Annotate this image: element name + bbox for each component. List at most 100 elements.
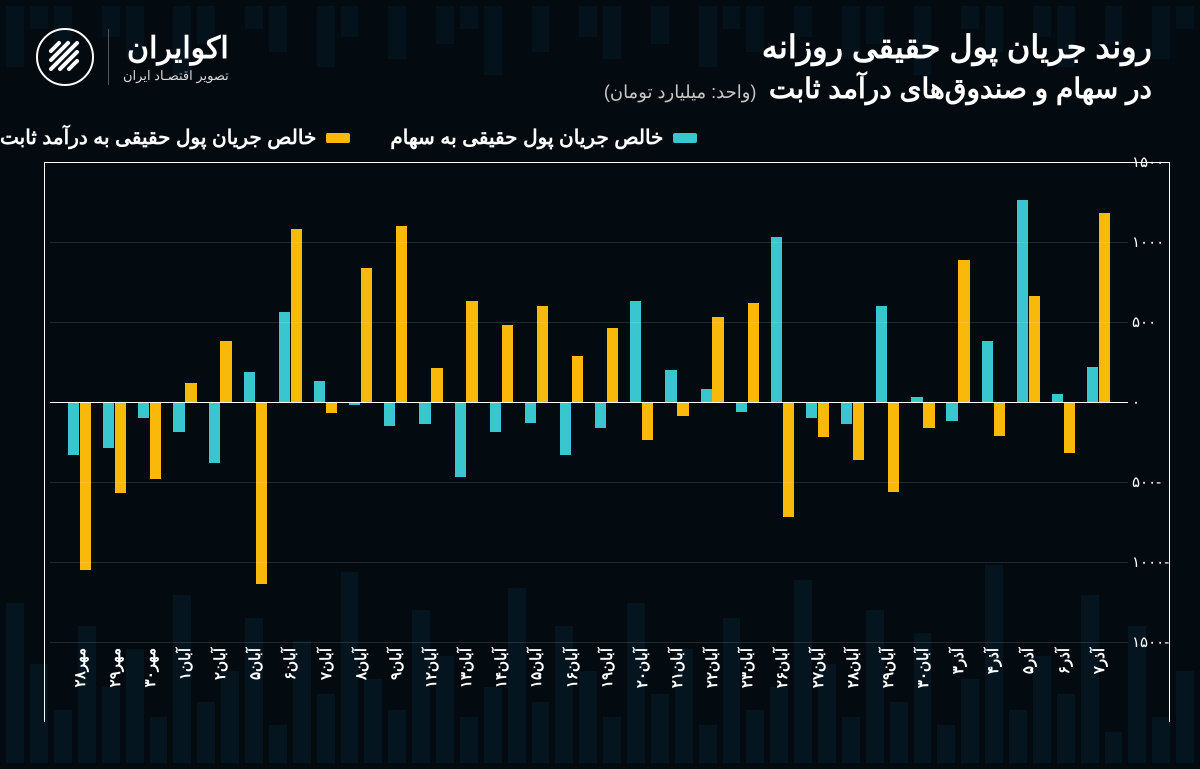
bar-a <box>525 402 536 423</box>
x-axis-labels: مهر۲۸مهر۲۹مهر۳۰آبان۱آبان۲آبان۵آبان۶آبان۷… <box>62 644 1116 722</box>
brand-tagline: تصویر اقتصـاد ایران <box>123 68 229 84</box>
x-tick-label: آبان۵ <box>238 644 273 722</box>
bar-a <box>173 402 184 432</box>
x-tick-label: آذر۷ <box>1081 644 1116 722</box>
bar-a <box>314 381 325 402</box>
gridline <box>50 242 1128 243</box>
bar-b <box>923 402 934 428</box>
gridline <box>50 562 1128 563</box>
bar-a <box>1017 200 1028 402</box>
x-tick-label: آبان۱۳ <box>449 644 484 722</box>
bar-b <box>783 402 794 517</box>
bar-b <box>607 328 618 402</box>
bar-a <box>946 402 957 421</box>
x-tick-label: آبان۸ <box>343 644 378 722</box>
bar-b <box>642 402 653 440</box>
x-tick-label: آبان۲۳ <box>730 644 765 722</box>
bar-b <box>1064 402 1075 453</box>
x-tick-label: آبان۶ <box>273 644 308 722</box>
legend-swatch-b <box>326 133 350 143</box>
x-tick-label: آبان۳۰ <box>905 644 940 722</box>
bar-b <box>818 402 829 437</box>
header: روند جریان پول حقیقی روزانه در سهام و صن… <box>0 0 1200 117</box>
bar-b <box>537 306 548 402</box>
bar-b <box>466 301 477 402</box>
x-tick-label: آبان۱ <box>167 644 202 722</box>
y-tick-label: ۱۵۰۰- <box>1132 633 1168 651</box>
bar-b <box>572 356 583 402</box>
title-line-2: در سهام و صندوق‌های درآمد ثابت <box>769 73 1152 104</box>
brand-name: اکوایران <box>123 31 229 66</box>
bar-a <box>68 402 79 455</box>
y-tick-label: ۱۰۰۰ <box>1132 233 1168 251</box>
x-tick-label: مهر۳۰ <box>132 644 167 722</box>
bar-b <box>115 402 126 493</box>
bar-b <box>994 402 1005 436</box>
bar-b <box>361 268 372 402</box>
legend-item-a: خالص جریان پول حقیقی به سهام <box>390 125 697 150</box>
x-tick-label: آذر۴ <box>976 644 1011 722</box>
title-line-1: روند جریان پول حقیقی روزانه <box>604 28 1152 66</box>
gridline <box>50 162 1128 163</box>
bar-a <box>384 402 395 426</box>
bar-b <box>396 226 407 402</box>
x-tick-label: آبان۹ <box>378 644 413 722</box>
x-tick-label: مهر۲۹ <box>97 644 132 722</box>
y-tick-label: ۵۰۰- <box>1132 473 1168 491</box>
bar-a <box>1087 367 1098 402</box>
legend-label-b: خالص جریان پول حقیقی به درآمد ثابت <box>0 125 316 150</box>
x-tick-label: آبان۲۱ <box>659 644 694 722</box>
bar-a <box>595 402 606 428</box>
bar-b <box>1029 296 1040 402</box>
bar-a <box>560 402 571 455</box>
y-tick-label: ۱۵۰۰ <box>1132 153 1168 171</box>
bar-a <box>841 402 852 424</box>
bar-b <box>326 402 337 413</box>
x-tick-label: آبان۲۸ <box>835 644 870 722</box>
bar-a <box>279 312 290 402</box>
legend: خالص جریان پول حقیقی به سهام خالص جریان … <box>0 117 1200 158</box>
bar-a <box>771 237 782 402</box>
bar-b <box>150 402 161 479</box>
y-tick-label: ۱۰۰۰- <box>1132 553 1168 571</box>
bar-b <box>958 260 969 402</box>
bar-a <box>209 402 220 463</box>
bar-a <box>876 306 887 402</box>
bar-a <box>244 372 255 402</box>
x-tick-label: آبان۷ <box>308 644 343 722</box>
bar-b <box>748 303 759 402</box>
x-tick-label: آبان۱۴ <box>484 644 519 722</box>
bar-b <box>80 402 91 570</box>
bar-a <box>419 402 430 424</box>
legend-swatch-a <box>673 133 697 143</box>
y-tick-label: ۰ <box>1132 393 1168 411</box>
x-tick-label: آبان۲۹ <box>870 644 905 722</box>
brand: اکوایران تصویر اقتصـاد ایران <box>36 28 229 86</box>
legend-item-b: خالص جریان پول حقیقی به درآمد ثابت <box>0 125 350 150</box>
bar-b <box>431 368 442 402</box>
bar-b <box>888 402 899 492</box>
x-tick-label: آبان۲۷ <box>800 644 835 722</box>
x-tick-label: مهر۲۸ <box>62 644 97 722</box>
unit-label: (واحد: میلیارد تومان) <box>604 82 757 102</box>
gridline <box>50 482 1128 483</box>
chart: ۱۵۰۰۱۰۰۰۵۰۰۰۵۰۰-۱۰۰۰-۱۵۰۰- مهر۲۸مهر۲۹مهر… <box>44 162 1170 722</box>
x-tick-label: آبان۱۹ <box>589 644 624 722</box>
x-tick-label: آبان۱۵ <box>519 644 554 722</box>
bar-a <box>1052 394 1063 402</box>
gridline <box>50 322 1128 323</box>
bar-b <box>291 229 302 402</box>
gridline <box>50 642 1128 643</box>
x-tick-label: آذر۶ <box>1046 644 1081 722</box>
bar-a <box>982 341 993 402</box>
x-tick-label: آذر۳ <box>941 644 976 722</box>
bar-a <box>665 370 676 402</box>
x-tick-label: آبان۲ <box>203 644 238 722</box>
x-tick-label: آبان۱۶ <box>554 644 589 722</box>
title-block: روند جریان پول حقیقی روزانه در سهام و صن… <box>604 28 1152 105</box>
bar-b <box>256 402 267 584</box>
legend-label-a: خالص جریان پول حقیقی به سهام <box>390 125 663 150</box>
x-tick-label: آبان۲۲ <box>695 644 730 722</box>
brand-separator <box>108 29 109 85</box>
bar-b <box>712 317 723 402</box>
